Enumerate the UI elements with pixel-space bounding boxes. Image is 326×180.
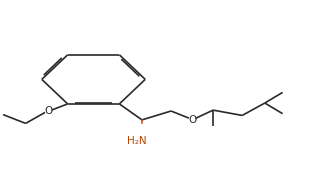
Text: H₂N: H₂N [127,136,147,146]
Text: O: O [188,115,196,125]
Text: O: O [44,106,52,116]
